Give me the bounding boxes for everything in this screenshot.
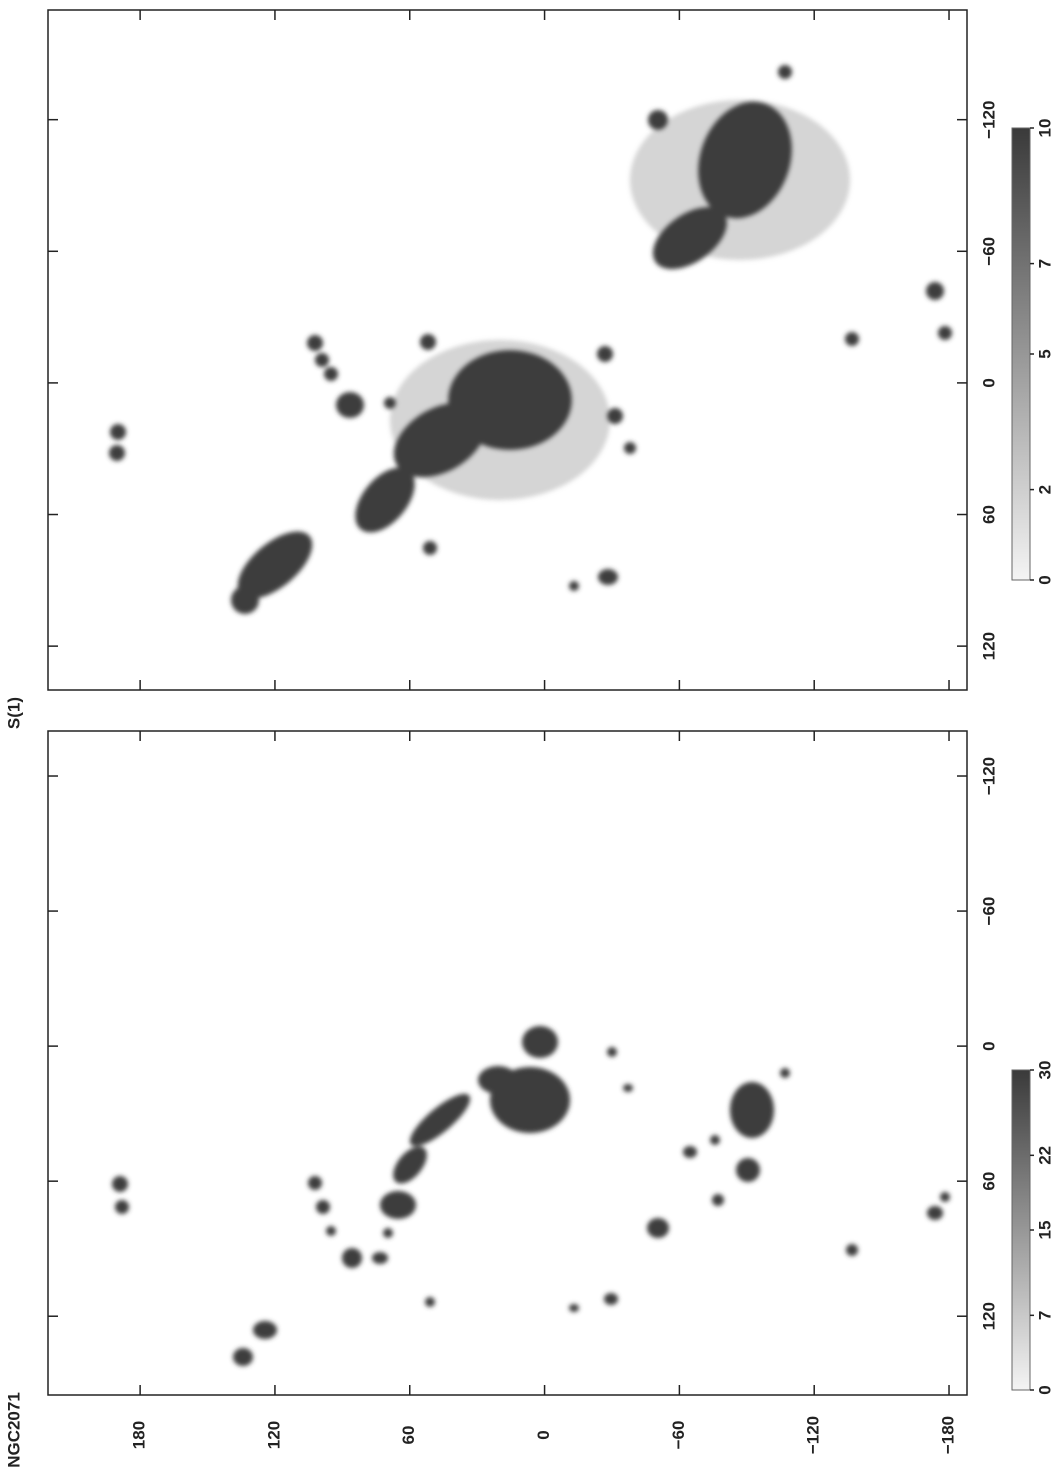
y-tick-label: 60 — [979, 1172, 998, 1191]
colorbar-label: 2 — [1035, 485, 1054, 494]
colorbar — [1011, 1069, 1031, 1391]
colorbar-label: 0 — [1035, 575, 1054, 584]
colorbar-label: 10 — [1035, 119, 1054, 138]
colorbar-label: 30 — [1035, 1061, 1054, 1080]
colorbar-label: 5 — [1035, 349, 1054, 358]
panel-frame — [47, 730, 968, 1396]
y-tick-label: 0 — [979, 1041, 998, 1050]
colorbar-label: 22 — [1035, 1146, 1054, 1165]
panel-title: S(1) — [4, 697, 23, 729]
x-tick-label: 180 — [130, 1421, 149, 1449]
y-tick-label: −120 — [979, 101, 998, 139]
x-tick-label: −180 — [939, 1416, 958, 1454]
y-tick-label: 60 — [979, 505, 998, 524]
y-tick-label: 120 — [979, 1302, 998, 1330]
x-tick-label: −120 — [804, 1416, 823, 1454]
x-tick-label: −60 — [669, 1421, 688, 1450]
panel-frame — [47, 9, 968, 691]
colorbar-label: 7 — [1035, 1311, 1054, 1320]
y-tick-label: −60 — [979, 897, 998, 926]
panel-title: NGC2071 — [4, 1392, 23, 1468]
x-tick-label: 120 — [264, 1421, 283, 1449]
colorbar — [1011, 127, 1031, 581]
panel-image — [112, 1026, 950, 1366]
y-tick-label: −60 — [979, 237, 998, 266]
y-tick-label: 120 — [979, 632, 998, 660]
panel-image — [109, 65, 952, 614]
colorbar-label: 0 — [1035, 1385, 1054, 1394]
colorbar-label: 7 — [1035, 259, 1054, 268]
colorbar-label: 15 — [1035, 1221, 1054, 1240]
y-tick-label: 0 — [979, 378, 998, 387]
x-tick-label: 0 — [534, 1430, 553, 1439]
x-tick-label: 60 — [399, 1426, 418, 1445]
y-tick-label: −120 — [979, 757, 998, 795]
